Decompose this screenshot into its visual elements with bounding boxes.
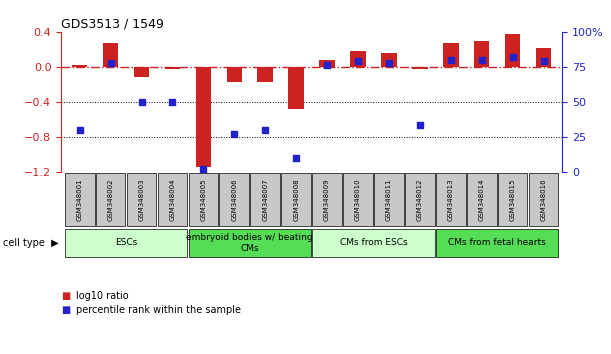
Bar	[536, 47, 551, 67]
Bar	[343, 173, 373, 226]
Text: GSM348007: GSM348007	[262, 178, 268, 221]
Bar	[65, 173, 95, 226]
Point	[106, 60, 115, 65]
Bar	[467, 173, 497, 226]
Text: GSM348013: GSM348013	[448, 178, 454, 221]
Point	[260, 127, 270, 132]
Bar	[126, 173, 156, 226]
Text: GSM348016: GSM348016	[541, 178, 547, 221]
Text: percentile rank within the sample: percentile rank within the sample	[76, 305, 241, 315]
Bar	[381, 53, 397, 67]
Bar	[189, 173, 218, 226]
Text: GSM348014: GSM348014	[478, 178, 485, 221]
Bar	[103, 43, 119, 67]
Bar	[281, 173, 311, 226]
Point	[137, 99, 147, 104]
Bar	[474, 41, 489, 67]
Point	[508, 54, 518, 60]
Bar	[251, 173, 280, 226]
Bar	[505, 34, 521, 67]
Text: GSM348001: GSM348001	[76, 178, 82, 221]
Text: log10 ratio: log10 ratio	[76, 291, 129, 301]
Bar	[227, 67, 242, 82]
Bar	[72, 65, 87, 67]
Text: GSM348006: GSM348006	[232, 178, 237, 221]
Text: ■: ■	[61, 305, 70, 315]
Bar	[436, 173, 466, 226]
Bar	[288, 67, 304, 109]
Bar	[158, 173, 188, 226]
Point	[539, 58, 549, 64]
Point	[229, 131, 239, 137]
Bar	[312, 229, 434, 257]
Bar	[320, 60, 335, 67]
Bar	[196, 67, 211, 167]
Point	[446, 57, 456, 63]
Text: ■: ■	[61, 291, 70, 301]
Bar	[529, 173, 558, 226]
Text: CMs from ESCs: CMs from ESCs	[340, 238, 408, 247]
Text: GSM348002: GSM348002	[108, 178, 114, 221]
Text: GSM348005: GSM348005	[200, 178, 207, 221]
Text: GSM348015: GSM348015	[510, 178, 516, 221]
Text: GSM348012: GSM348012	[417, 178, 423, 221]
Bar	[219, 173, 249, 226]
Bar	[350, 51, 366, 67]
Bar	[257, 67, 273, 82]
Bar	[134, 67, 149, 77]
Text: GSM348009: GSM348009	[324, 178, 330, 221]
Text: GDS3513 / 1549: GDS3513 / 1549	[61, 18, 164, 31]
Text: GSM348010: GSM348010	[355, 178, 361, 221]
Point	[477, 57, 486, 63]
Bar	[96, 173, 125, 226]
Bar	[405, 173, 434, 226]
Point	[199, 166, 208, 172]
Text: ESCs: ESCs	[115, 238, 137, 247]
Point	[167, 99, 177, 104]
Bar	[412, 67, 428, 69]
Point	[291, 155, 301, 160]
Text: GSM348004: GSM348004	[169, 178, 175, 221]
Point	[75, 127, 84, 132]
Bar	[498, 173, 527, 226]
Bar	[436, 229, 558, 257]
Text: cell type  ▶: cell type ▶	[3, 238, 59, 248]
Bar	[189, 229, 311, 257]
Bar	[65, 229, 188, 257]
Point	[322, 63, 332, 68]
Text: embryoid bodies w/ beating
CMs: embryoid bodies w/ beating CMs	[186, 233, 313, 253]
Bar	[165, 67, 180, 69]
Bar	[443, 43, 458, 67]
Text: GSM348008: GSM348008	[293, 178, 299, 221]
Point	[384, 60, 394, 65]
Bar	[312, 173, 342, 226]
Point	[415, 122, 425, 128]
Text: GSM348011: GSM348011	[386, 178, 392, 221]
Point	[353, 58, 363, 64]
Bar	[374, 173, 404, 226]
Text: CMs from fetal hearts: CMs from fetal hearts	[448, 238, 546, 247]
Text: GSM348003: GSM348003	[139, 178, 145, 221]
